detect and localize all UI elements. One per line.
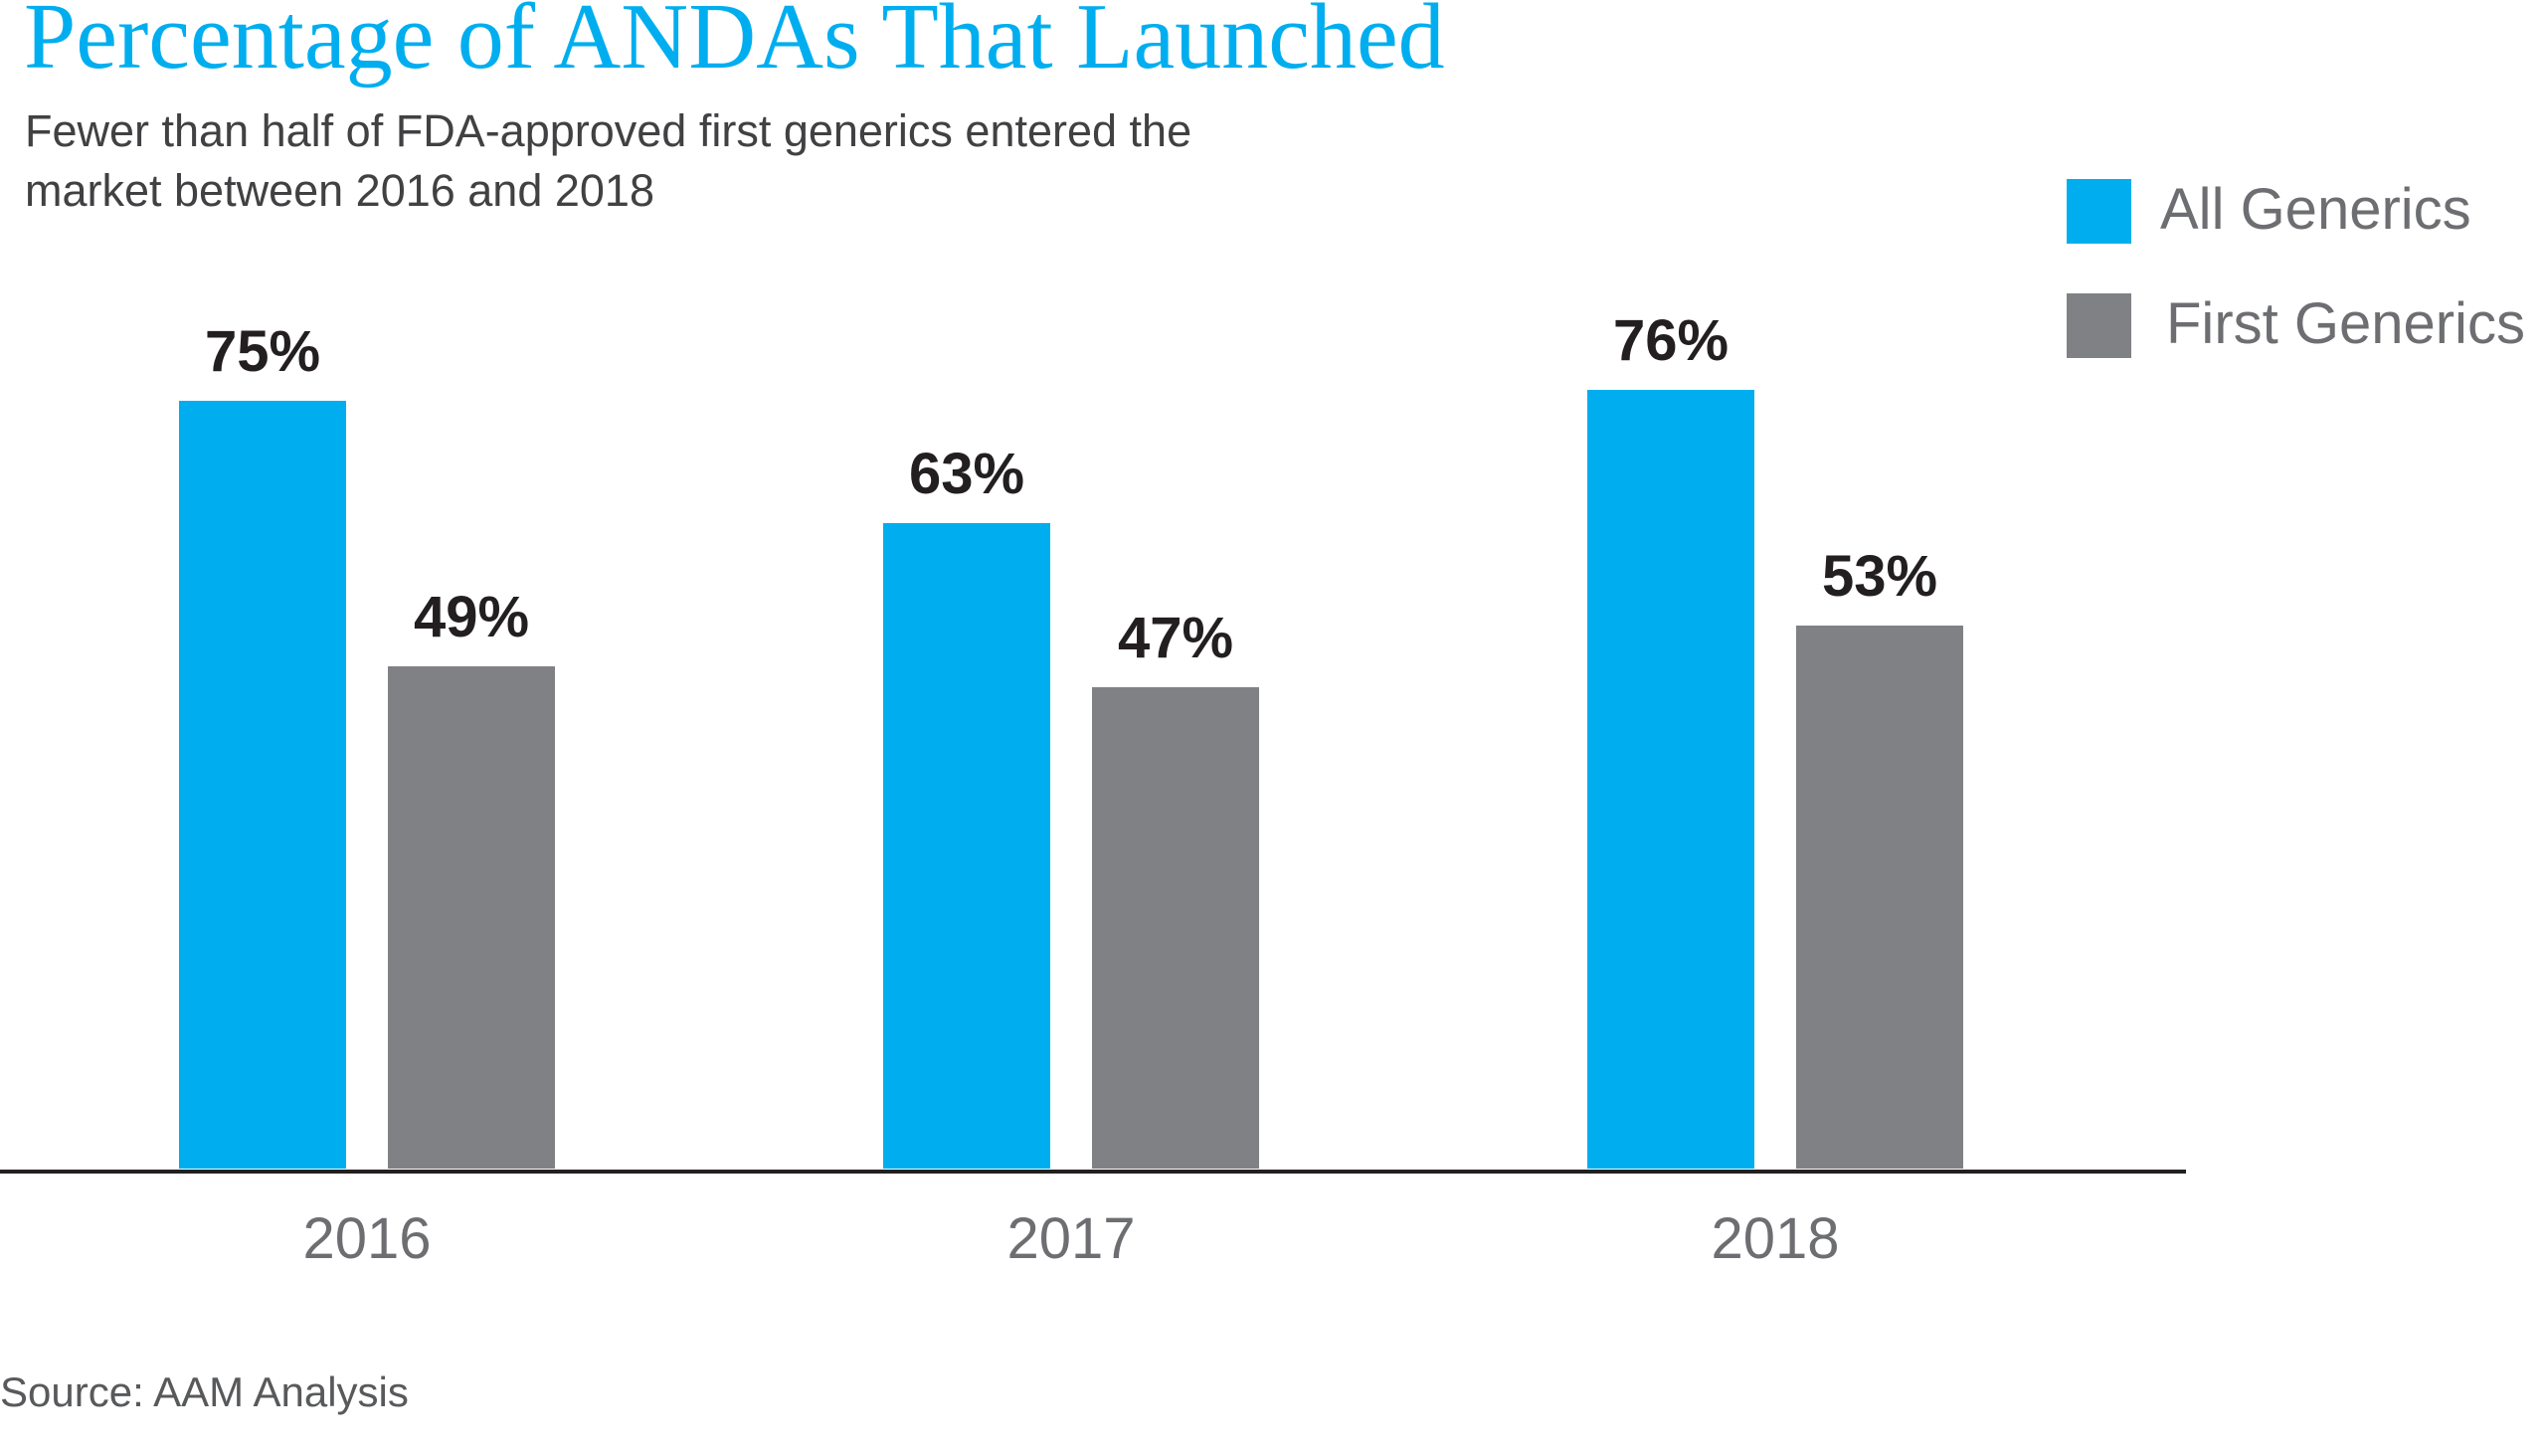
bar-first-generics-2017 <box>1092 686 1259 1169</box>
x-tick-label-2017: 2017 <box>1006 1206 1136 1271</box>
data-label-first-generics-2016: 49% <box>413 585 530 650</box>
data-label-all-generics-2016: 75% <box>204 318 321 384</box>
x-tick-label-2018: 2018 <box>1711 1206 1840 1271</box>
legend-label-first-generics: First Generics <box>2166 291 2525 356</box>
x-tick-label-2016: 2016 <box>302 1206 432 1271</box>
x-axis-line <box>0 1170 2186 1174</box>
bar-all-generics-2016 <box>179 400 346 1169</box>
chart-subtitle: Fewer than half of FDA-approved first ge… <box>25 101 1191 221</box>
bar-all-generics-2018 <box>1587 390 1754 1169</box>
data-label-all-generics-2017: 63% <box>908 442 1025 507</box>
bar-all-generics-2017 <box>883 523 1050 1169</box>
data-label-all-generics-2018: 76% <box>1612 308 1729 374</box>
chart-title: Percentage of ANDAs That Launched <box>24 0 1445 89</box>
bar-first-generics-2016 <box>388 666 555 1169</box>
data-label-first-generics-2018: 53% <box>1821 544 1938 610</box>
source-note: Source: AAM Analysis <box>0 1368 409 1415</box>
data-label-first-generics-2017: 47% <box>1117 605 1234 670</box>
subtitle-line-1: Fewer than half of FDA-approved first ge… <box>25 105 1192 156</box>
legend-swatch-first-generics <box>2067 293 2131 358</box>
bar-first-generics-2018 <box>1796 626 1963 1169</box>
legend-label-all-generics: All Generics <box>2160 177 2471 242</box>
legend-swatch-all-generics <box>2067 179 2131 244</box>
subtitle-line-2: market between 2016 and 2018 <box>25 165 654 216</box>
